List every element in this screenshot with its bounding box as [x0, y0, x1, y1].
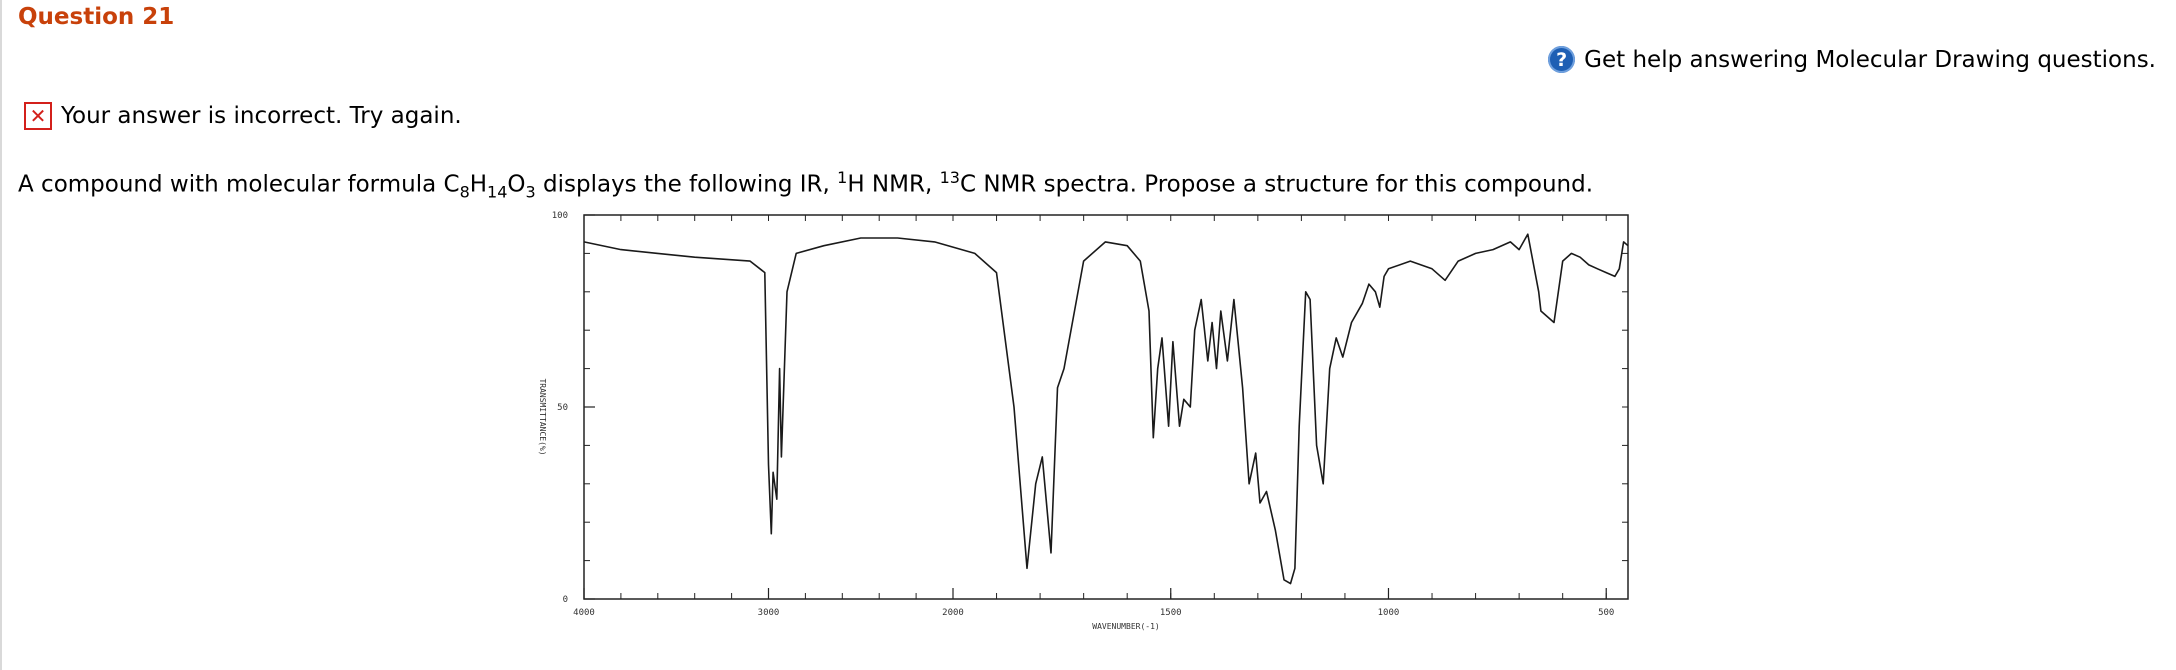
x-tick-label: 1500: [1160, 608, 1182, 618]
y-axis-label: TRANSMITTANCE(%): [538, 378, 547, 455]
y-tick-label: 0: [563, 595, 568, 605]
c-nmr-superscript: 13: [939, 168, 960, 187]
spectrum-line: [583, 233, 1629, 585]
x-tick-label: 2000: [942, 608, 964, 618]
feedback-message: ✕ Your answer is incorrect. Try again.: [24, 102, 462, 130]
plot-frame: [583, 214, 1629, 600]
x-tick-label: 500: [1598, 608, 1614, 618]
c-nmr-text: C NMR spectra. Propose a structure for t…: [959, 171, 1594, 198]
prompt-part2: displays the following IR,: [535, 171, 838, 198]
x-tick-label: 1000: [1378, 608, 1400, 618]
page-border: [0, 0, 2, 670]
x-tick-label: 4000: [573, 608, 595, 618]
ir-spectrum-chart: 4000 3000 2000 1500 1000 500 0 50 100 WAVENUMBER(…: [530, 205, 1640, 635]
h-nmr-superscript: 1: [837, 168, 848, 187]
x-tick-label: 3000: [758, 608, 780, 618]
prompt-part1: A compound with molecular formula C: [18, 171, 460, 198]
ir-spectrum-svg: 4000 3000 2000 1500 1000 500 0 50 100 WAVENUMBER(…: [538, 211, 1629, 631]
hydrogen-count: 14: [487, 182, 508, 202]
h-nmr-text: H NMR,: [847, 171, 940, 198]
y-tick-label: 50: [557, 403, 568, 413]
carbon-count: 8: [459, 182, 470, 202]
x-axis-label: WAVENUMBER(-1): [1092, 622, 1159, 631]
oxygen-count: 3: [525, 182, 536, 202]
feedback-text: Your answer is incorrect. Try again.: [61, 103, 462, 129]
hydrogen-label: H: [469, 171, 488, 198]
oxygen-label: O: [507, 171, 526, 198]
help-label[interactable]: Get help answering Molecular Drawing que…: [1584, 46, 2156, 73]
x-mark-icon: ✕: [24, 102, 52, 130]
help-circle-icon[interactable]: ?: [1548, 46, 1576, 73]
question-title: Question 21: [18, 4, 175, 30]
y-tick-label: 100: [552, 211, 568, 221]
question-prompt: A compound with molecular formula C8H14O…: [18, 168, 1593, 201]
help-link[interactable]: ? Get help answering Molecular Drawing q…: [1548, 46, 2156, 73]
